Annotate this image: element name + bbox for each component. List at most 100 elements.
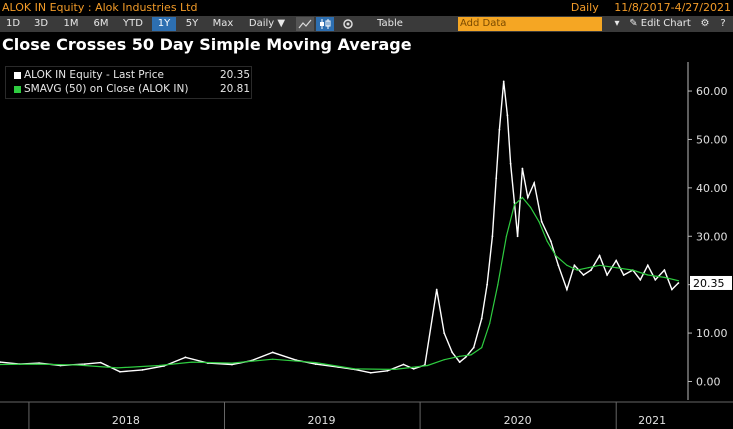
data-point-smavg-13 [459, 355, 461, 357]
data-point-smavg-5 [191, 361, 193, 363]
data-point-price-40 [526, 196, 529, 199]
data-point-smavg-1 [35, 363, 38, 365]
data-point-smavg-12 [443, 359, 445, 361]
data-point-price-30 [486, 283, 488, 286]
data-point-smavg-22 [538, 221, 540, 223]
period-1m-button[interactable]: 1M [63, 18, 79, 29]
data-point-smavg-23 [546, 240, 548, 242]
legend-label-price: ALOK IN Equity - Last Price [24, 69, 164, 81]
period-6m-button[interactable]: 6M [93, 18, 109, 29]
data-point-price-24 [443, 332, 446, 334]
data-point-smavg-25 [566, 264, 568, 266]
add-data-input[interactable]: Add Data [458, 17, 602, 31]
data-point-price-37 [513, 201, 516, 204]
frequency-dropdown[interactable]: Daily ▼ [248, 18, 286, 29]
candlestick-button[interactable] [316, 17, 334, 31]
data-point-smavg-9 [354, 368, 356, 370]
data-point-price-19 [386, 369, 389, 372]
legend-swatch-smavg [14, 86, 21, 93]
data-point-price-33 [498, 128, 501, 131]
data-point-smavg-20 [521, 196, 524, 199]
data-point-smavg-16 [489, 322, 491, 324]
data-point-smavg-29 [615, 267, 617, 269]
data-point-price-15 [314, 363, 317, 365]
data-point-smavg-14 [470, 354, 472, 356]
data-point-price-59 [677, 282, 680, 284]
data-point-price-23 [435, 288, 438, 291]
data-point-smavg-27 [587, 267, 589, 269]
settings-button[interactable]: ⚙ [698, 17, 712, 31]
data-point-price-27 [464, 356, 467, 359]
data-point-smavg-0 [0, 363, 1, 366]
data-point-smavg-10 [394, 368, 396, 370]
data-point-price-42 [540, 220, 543, 223]
data-point-price-55 [646, 264, 649, 267]
data-point-smavg-28 [599, 264, 601, 266]
period-max-button[interactable]: Max [212, 18, 234, 29]
data-point-price-28 [472, 346, 475, 349]
chart-settings-button[interactable] [340, 17, 356, 31]
period-1d-button[interactable]: 1D [5, 18, 21, 29]
data-point-price-4 [83, 363, 86, 365]
data-point-price-5 [99, 361, 102, 364]
line-chart-button[interactable] [296, 17, 314, 31]
period-1y-button[interactable]: 1Y [152, 17, 176, 31]
y-tick-label-3: 30.00 [696, 230, 728, 243]
data-point-price-46 [573, 264, 576, 267]
data-point-price-29 [480, 317, 483, 320]
period-3d-button[interactable]: 3D [33, 18, 49, 29]
period-5y-button[interactable]: 5Y [185, 18, 199, 29]
y-tick-label-5: 10.00 [696, 327, 728, 340]
add-data-dropdown-icon[interactable]: ▾ [614, 18, 620, 29]
table-button[interactable]: Table [377, 18, 403, 29]
y-tick-label-0: 60.00 [696, 85, 728, 98]
data-point-smavg-17 [497, 284, 499, 286]
chart-legend: ALOK IN Equity - Last Price 20.35 SMAVG … [5, 66, 252, 99]
data-point-price-9 [184, 356, 187, 359]
data-point-price-36 [509, 162, 512, 165]
data-point-price-39 [521, 167, 524, 170]
data-point-price-11 [231, 363, 233, 366]
x-tick-label-2020: 2020 [504, 414, 532, 427]
gear-icon: ⚙ [700, 18, 710, 29]
legend-value-smavg: 20.81 [219, 83, 250, 95]
header-right: Daily 11/8/2017-4/27/2021 [559, 0, 731, 16]
data-point-smavg-24 [555, 255, 557, 257]
data-point-price-56 [654, 278, 657, 281]
data-point-price-51 [615, 259, 618, 262]
data-point-price-38 [516, 235, 519, 238]
date-range[interactable]: 11/8/2017-4/27/2021 [614, 1, 731, 14]
series-line-smavg [0, 196, 679, 371]
candlestick-icon [320, 19, 331, 29]
legend-label-smavg: SMAVG (50) on Close (ALOK IN) [24, 83, 189, 95]
pencil-icon: ✎ [629, 18, 638, 29]
edit-chart-button[interactable]: ✎ Edit Chart [628, 17, 692, 31]
data-point-smavg-18 [505, 235, 507, 237]
data-point-smavg-19 [513, 204, 516, 206]
data-point-smavg-3 [116, 367, 118, 369]
data-point-price-45 [566, 288, 568, 291]
data-point-price-7 [141, 369, 144, 371]
data-point-smavg-31 [647, 274, 649, 276]
data-point-price-48 [590, 269, 592, 271]
data-point-price-34 [502, 80, 505, 83]
data-point-price-25 [451, 351, 454, 354]
data-point-price-57 [663, 269, 666, 271]
data-point-smavg-15 [481, 347, 483, 349]
period-ytd-button[interactable]: YTD [123, 18, 143, 29]
data-point-smavg-6 [231, 362, 233, 364]
data-point-price-54 [639, 278, 642, 281]
data-point-smavg-21 [529, 206, 532, 208]
data-point-price-32 [495, 177, 498, 180]
data-point-price-43 [549, 240, 552, 243]
data-point-price-52 [622, 274, 625, 276]
data-point-price-0 [0, 361, 1, 363]
data-point-smavg-11 [427, 364, 429, 367]
last-price-tag [690, 275, 732, 290]
help-button[interactable]: ? [720, 18, 726, 29]
x-tick-label-2019: 2019 [307, 414, 335, 427]
data-point-price-58 [671, 288, 673, 291]
data-point-smavg-2 [76, 364, 78, 366]
data-point-price-6 [119, 370, 121, 373]
